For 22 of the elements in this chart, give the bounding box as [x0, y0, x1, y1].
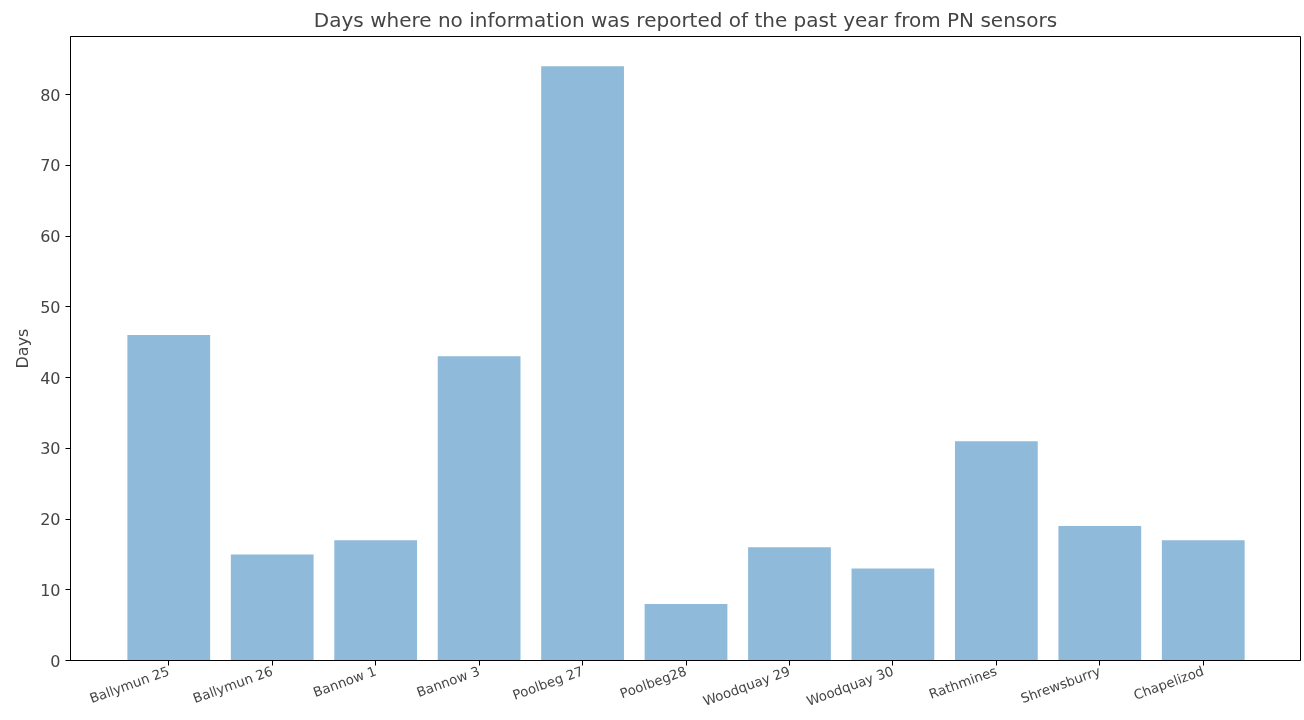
y-tick-label: 30 — [40, 439, 61, 459]
y-tick-label: 10 — [40, 580, 61, 600]
bar — [644, 603, 728, 661]
y-axis-title: Days — [13, 328, 33, 369]
bar — [230, 554, 314, 661]
bar — [334, 540, 418, 661]
bar — [1058, 526, 1142, 661]
y-tick-label: 70 — [40, 156, 61, 176]
bar — [1161, 540, 1245, 661]
y-tick-label: 0 — [50, 651, 61, 671]
bar — [851, 568, 935, 661]
bar — [437, 356, 521, 661]
y-tick-label: 20 — [40, 510, 61, 529]
y-tick-label: 40 — [40, 368, 61, 388]
y-tick-label: 50 — [40, 297, 61, 317]
chart-title: Days where no information was reported of the past year from PN sensors — [313, 7, 1058, 32]
y-tick-label: 80 — [40, 85, 61, 105]
bar — [541, 66, 624, 661]
bar — [954, 441, 1038, 661]
bar — [748, 547, 831, 661]
bar — [127, 335, 211, 661]
y-tick-label: 60 — [40, 227, 61, 247]
